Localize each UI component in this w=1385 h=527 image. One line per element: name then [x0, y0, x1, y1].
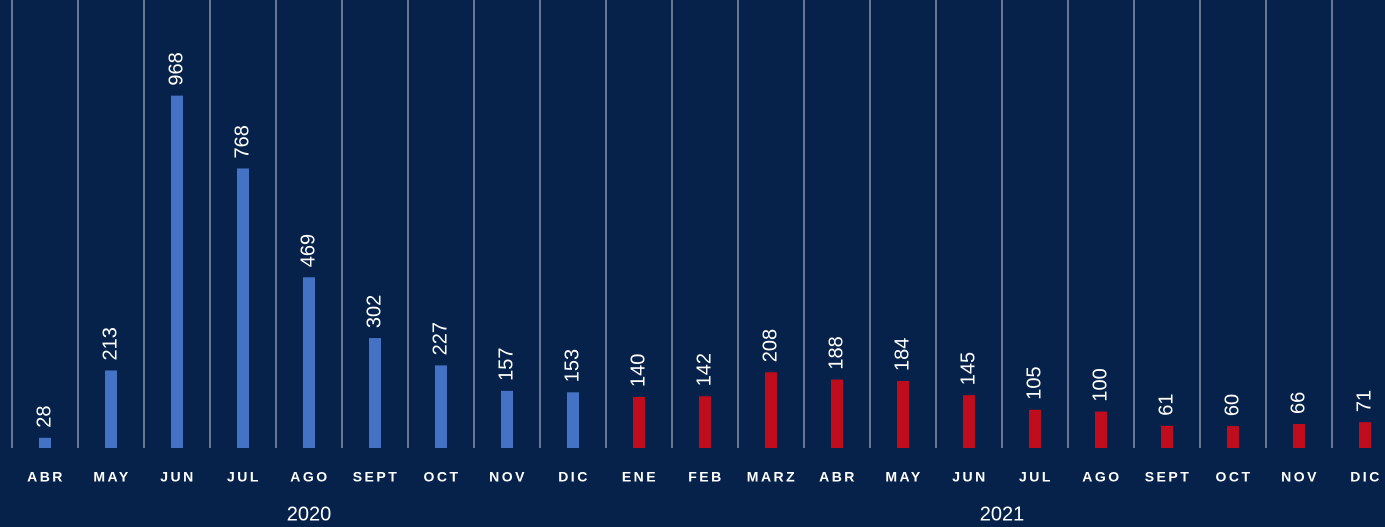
bar — [963, 395, 975, 448]
value-label: 66 — [1287, 392, 1309, 414]
bar — [1359, 422, 1371, 448]
group-label: 2021 — [980, 503, 1025, 525]
value-label: 105 — [1023, 366, 1045, 399]
x-tick-label: DIC — [1350, 469, 1382, 485]
bar — [1029, 409, 1041, 448]
x-tick-label: AGO — [1082, 469, 1121, 485]
value-label: 28 — [33, 406, 55, 428]
value-label: 188 — [825, 336, 847, 369]
bar — [831, 379, 843, 448]
bar — [1227, 426, 1239, 448]
bar — [633, 397, 645, 448]
x-tick-label: JUL — [227, 469, 261, 485]
x-tick-label: AGO — [290, 469, 329, 485]
group-label: 2020 — [287, 503, 332, 525]
bar — [765, 372, 777, 448]
x-tick-label: JUN — [160, 469, 196, 485]
x-tick-label: DIC — [558, 469, 590, 485]
value-label: 140 — [627, 354, 649, 387]
value-label: 184 — [891, 338, 913, 371]
bar — [501, 390, 513, 448]
bar — [105, 370, 117, 448]
value-label: 61 — [1155, 394, 1177, 416]
value-label: 208 — [759, 329, 781, 362]
value-label: 302 — [363, 295, 385, 328]
x-tick-label: ABR — [819, 469, 857, 485]
x-tick-label: NOV — [1281, 469, 1319, 485]
value-label: 213 — [99, 327, 121, 360]
value-label: 145 — [957, 352, 979, 385]
bar — [171, 95, 183, 448]
x-tick-label: NOV — [489, 469, 527, 485]
x-tick-label: FEB — [688, 469, 724, 485]
bar — [1293, 423, 1305, 448]
x-tick-label: JUN — [952, 469, 988, 485]
bar — [369, 338, 381, 448]
value-label: 71 — [1353, 390, 1375, 412]
x-tick-label: SEPT — [353, 469, 400, 485]
value-label: 60 — [1221, 394, 1243, 416]
bar — [303, 277, 315, 448]
value-label: 100 — [1089, 368, 1111, 401]
x-tick-label: SEPT — [1145, 469, 1192, 485]
bar — [435, 365, 447, 448]
value-label: 227 — [429, 322, 451, 355]
bar — [699, 396, 711, 448]
x-tick-label: MARZ — [747, 469, 797, 485]
bar — [1095, 411, 1107, 448]
value-label: 469 — [297, 234, 319, 267]
value-label: 153 — [561, 349, 583, 382]
x-tick-label: OCT — [423, 469, 460, 485]
x-tick-label: ABR — [27, 469, 65, 485]
bar — [897, 381, 909, 448]
value-label: 968 — [165, 52, 187, 85]
bar — [567, 392, 579, 448]
bar — [39, 437, 51, 448]
x-tick-label: JUL — [1019, 469, 1053, 485]
x-tick-label: MAY — [93, 469, 130, 485]
value-label: 142 — [693, 353, 715, 386]
bar — [1161, 425, 1173, 448]
value-label: 157 — [495, 347, 517, 380]
x-tick-label: OCT — [1215, 469, 1252, 485]
value-label: 768 — [231, 125, 253, 158]
x-tick-label: MAY — [885, 469, 922, 485]
bar — [237, 168, 249, 448]
x-tick-label: ENE — [622, 469, 658, 485]
